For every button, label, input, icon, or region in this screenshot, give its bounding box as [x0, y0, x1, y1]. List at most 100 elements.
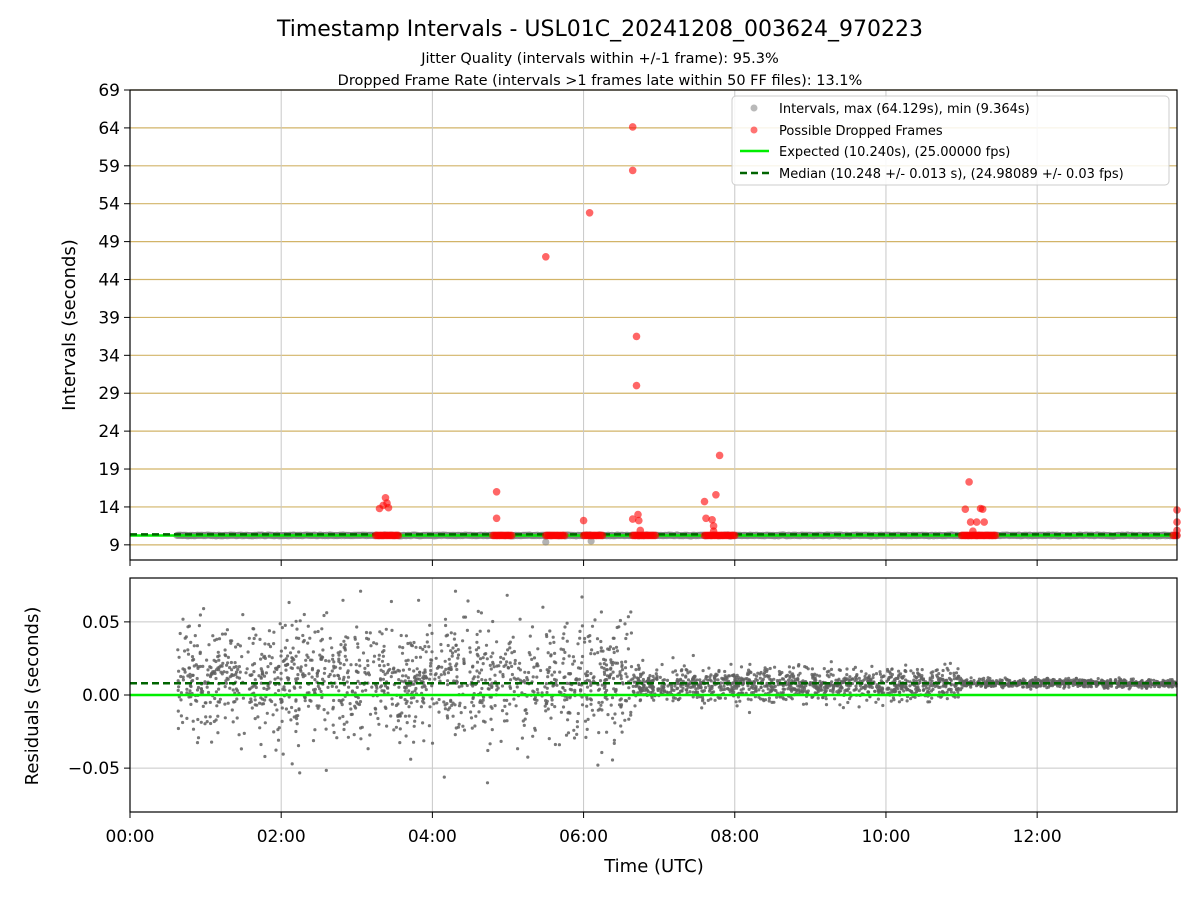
top-plot-intervals-series	[173, 531, 1181, 546]
residual-point	[647, 676, 651, 680]
residual-point	[489, 667, 493, 671]
residual-point	[1168, 678, 1172, 682]
residual-point	[824, 686, 829, 690]
residual-point	[321, 648, 325, 652]
residual-point	[1101, 679, 1105, 683]
residual-point	[712, 676, 717, 680]
residual-point	[905, 699, 909, 703]
residual-point	[188, 672, 192, 677]
residual-point	[603, 672, 607, 677]
residual-point	[468, 646, 472, 650]
residual-point	[730, 688, 734, 693]
residual-point	[548, 665, 552, 670]
residual-point	[349, 707, 353, 711]
dropped-frame-point	[560, 531, 569, 540]
residual-point	[396, 668, 400, 672]
residual-point	[456, 725, 460, 729]
residual-point	[223, 648, 227, 652]
residual-point	[944, 685, 948, 689]
residual-point	[813, 677, 817, 681]
residual-point	[665, 678, 670, 683]
residual-point	[839, 685, 843, 689]
residual-point	[508, 646, 512, 650]
residual-point	[446, 643, 450, 648]
residual-point	[338, 716, 342, 720]
residual-point	[343, 643, 347, 647]
residual-point	[488, 742, 492, 746]
residual-point	[723, 696, 728, 700]
residual-point	[1131, 677, 1135, 681]
residual-point	[571, 655, 576, 659]
residual-point	[206, 668, 210, 672]
residual-point	[216, 714, 220, 718]
residual-point	[623, 718, 627, 722]
residual-point	[421, 697, 426, 701]
residual-point	[637, 666, 641, 670]
residual-point	[586, 717, 590, 722]
residual-point	[1080, 678, 1084, 682]
residual-point	[223, 685, 227, 689]
residual-point	[568, 672, 572, 676]
residual-point	[305, 653, 309, 657]
residual-point	[516, 677, 520, 681]
residual-point	[323, 666, 327, 671]
residual-point	[285, 676, 289, 680]
residual-point	[614, 687, 618, 692]
residual-point	[936, 678, 941, 682]
residual-point	[377, 653, 381, 657]
residual-point	[279, 654, 283, 658]
dropped-frame-point	[700, 497, 709, 506]
residual-point	[425, 640, 429, 644]
residual-point	[223, 716, 227, 720]
residual-point	[546, 671, 550, 675]
residual-point	[767, 699, 771, 703]
residual-point	[503, 704, 507, 709]
residual-point	[303, 695, 307, 699]
residual-point	[252, 670, 256, 674]
residual-point	[619, 674, 623, 678]
residual-point	[942, 691, 946, 695]
residual-point	[508, 661, 512, 665]
residual-point	[888, 691, 892, 695]
residual-point	[580, 624, 585, 628]
residual-point	[339, 643, 343, 647]
residual-point	[1021, 685, 1025, 689]
residual-point	[294, 619, 298, 623]
residual-point	[885, 679, 889, 684]
residual-point	[357, 702, 362, 707]
residual-point	[201, 689, 205, 694]
residual-point	[465, 683, 469, 688]
residual-point	[343, 648, 347, 652]
residual-point	[251, 627, 255, 631]
residual-point	[320, 695, 324, 700]
residual-point	[804, 702, 809, 706]
residual-point	[229, 641, 233, 645]
residual-point	[940, 673, 945, 678]
residual-point	[909, 669, 913, 673]
residual-point	[328, 636, 332, 640]
residual-point	[912, 678, 916, 682]
residual-point	[230, 639, 234, 643]
residual-point	[612, 647, 616, 651]
residual-point	[870, 685, 874, 690]
residual-point	[216, 650, 220, 654]
residual-point	[890, 667, 894, 671]
residual-point	[1105, 679, 1110, 683]
residual-point	[561, 705, 566, 709]
residual-point	[930, 674, 935, 678]
residual-point	[559, 647, 563, 651]
residual-point	[633, 675, 637, 679]
residual-point	[177, 669, 181, 673]
residual-point	[475, 640, 479, 644]
residual-point	[214, 676, 218, 681]
residual-point	[356, 642, 360, 646]
residual-point	[535, 698, 539, 702]
residual-point	[897, 690, 902, 694]
residual-point	[379, 685, 383, 689]
residual-point	[707, 666, 711, 670]
residual-point	[665, 697, 669, 701]
residual-point	[576, 666, 581, 670]
residual-point	[914, 687, 918, 691]
residual-point	[544, 701, 548, 705]
residual-point	[398, 695, 403, 699]
